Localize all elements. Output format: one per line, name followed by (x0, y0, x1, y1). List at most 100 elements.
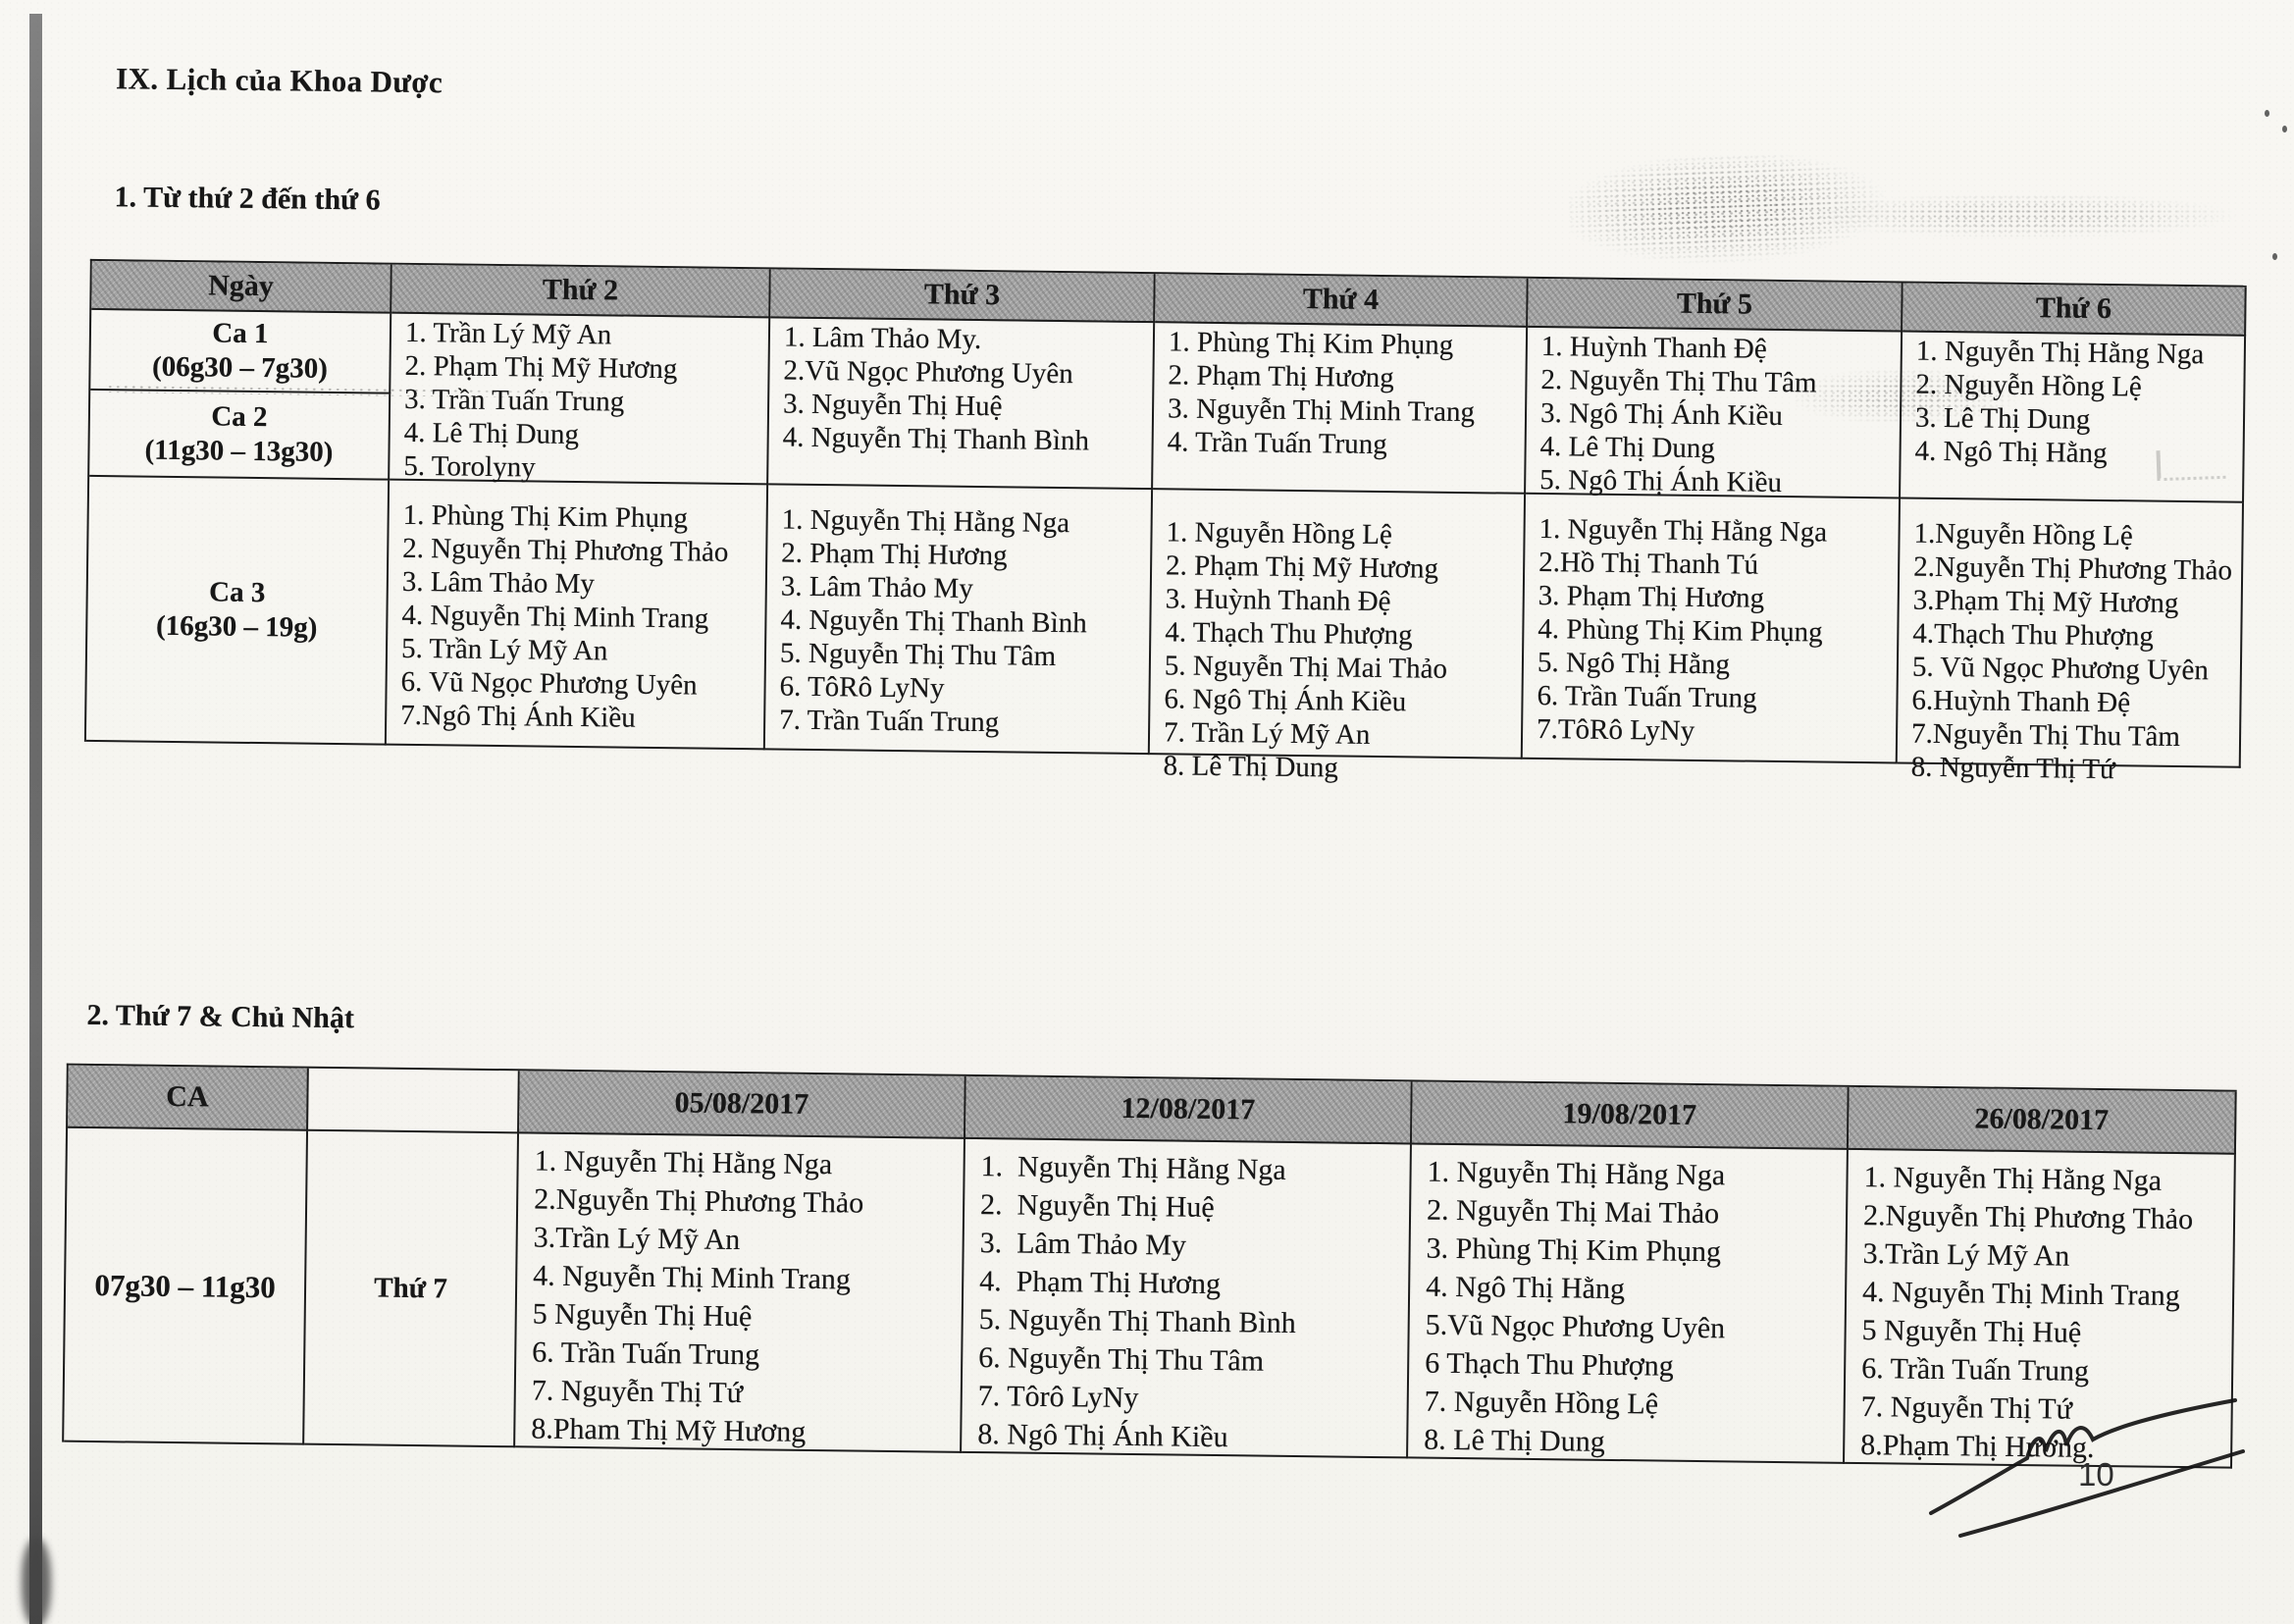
col-header-thu3: Thứ 3 (770, 269, 1156, 324)
person-entry: 5 Nguyễn Thị Huệ (532, 1297, 753, 1334)
person-entry: 7. Trần Lý Mỹ An (1163, 716, 1371, 751)
person-entry: 3. Huỳnh Thanh Đệ (1165, 583, 1391, 618)
duty-list-ca12-thu3: 1. Lâm Thảo My. 2.Vũ Ngọc Phương Uyên 3. N… (768, 318, 1156, 491)
person-entry: 7.Nguyễn Thị Thu Tâm (1910, 717, 2181, 753)
col-header-date-1208: 12/08/2017 (965, 1075, 1413, 1145)
person-entry: 1. Nguyễn Thị Hằng Nga (534, 1144, 833, 1181)
person-entry: 5. Nguyễn Thị Thanh Bình (978, 1303, 1296, 1340)
person-entry: 8.Pham Thị Mỹ Hương (531, 1412, 807, 1448)
ca2-label: Ca 2 (211, 400, 268, 434)
weekday-section-heading: 1. Từ thứ 2 đến thứ 6 (114, 181, 381, 217)
duty-list-ca3-thu6: 1.Nguyễn Hồng Lệ 2.Nguyễn Thị Phương Thảo… (1897, 498, 2244, 785)
col-header-blank (308, 1068, 520, 1134)
scan-artifact-speck (2265, 110, 2269, 117)
duty-list-0508: 1. Nguyễn Thị Hằng Nga 2.Nguyễn Thị Phươn… (515, 1133, 965, 1453)
scan-artifact-edge-strip (29, 14, 42, 1624)
col-header-date-2608: 26/08/2017 (1848, 1086, 2237, 1155)
scan-artifact-smudge (1794, 369, 2024, 426)
scan-artifact-mark (2156, 447, 2226, 482)
ca3-label: Ca 3 (208, 576, 266, 609)
ca3-cell: Ca 3 (16g30 – 19g) (85, 476, 391, 746)
duty-list-1908: 1. Nguyễn Thị Hằng Nga 2. Nguyễn Thị Mai … (1408, 1144, 1849, 1464)
person-entry: 1. Nguyễn Thị Hằng Nga (980, 1150, 1286, 1186)
ca1-cell: Ca 1 (06g30 – 7g30) (90, 309, 392, 394)
ca2-cell: Ca 2 (11g30 – 13g30) (89, 390, 391, 481)
person-entry: 6. Trần Tuấn Trung (1537, 679, 1757, 714)
person-entry: 2.Nguyễn Thị Phương Thảo (1912, 550, 2233, 587)
scan-artifact-edge-blotch (22, 1539, 51, 1624)
person-entry: 2.Nguyễn Thị Phương Thảo (534, 1182, 864, 1220)
person-entry: 7.Ngô Thị Ánh Kiều (400, 699, 636, 734)
person-entry: 2. Phạm Thị Hương (1168, 359, 1395, 394)
person-entry: 4. Ngô Thị Hằng (1425, 1270, 1626, 1306)
scan-artifact-speck (2272, 253, 2277, 260)
person-entry: 3.Phạm Thị Mỹ Hương (1912, 584, 2179, 619)
person-entry: 4. Thạch Thu Phượng (1165, 616, 1413, 652)
person-entry: 3. Lâm Thảo My (401, 565, 596, 601)
person-entry: 6. Ngô Thị Ánh Kiều (1164, 683, 1407, 718)
person-entry: 5. Vũ Ngọc Phương Uyên (1911, 651, 2210, 687)
person-entry: 3. Lâm Thảo My (780, 570, 974, 604)
person-entry: 1. Phùng Thị Kim Phụng (402, 498, 689, 535)
person-entry: 5. Nguyễn Thị Thu Tâm (779, 637, 1057, 672)
person-entry: 1. Nguyễn Thị Hằng Nga (1427, 1155, 1726, 1192)
person-entry: 6. Nguyễn Thị Thu Tâm (978, 1341, 1265, 1378)
person-entry: 8. Lê Thị Dung (1424, 1423, 1605, 1458)
person-entry: 1. Trần Lý Mỹ An (404, 316, 612, 351)
person-entry: 1. Nguyễn Hồng Lệ (1166, 516, 1393, 551)
ca1-label: Ca 1 (212, 317, 269, 350)
col-header-ngay: Ngày (91, 260, 392, 314)
weekend-day-label: Thứ 7 (304, 1130, 520, 1448)
scan-artifact-smudge (1820, 194, 2242, 239)
duty-list-1208: 1. Nguyễn Thị Hằng Nga 2. Nguyễn Thị Huệ 3… (962, 1138, 1412, 1459)
weekday-schedule-table: Ngày Thứ 2 Thứ 3 Thứ 4 Thứ 5 Thứ 6 Ca 1 … (83, 258, 2247, 785)
col-header-thu5: Thứ 5 (1528, 278, 1903, 333)
person-entry: 5. Nguyễn Thị Mai Thảo (1164, 650, 1448, 685)
person-entry: 7. Nguyễn Hồng Lệ (1424, 1385, 1659, 1421)
person-entry: 2. Nguyễn Thị Huệ (979, 1188, 1215, 1224)
person-entry: 8. Ngô Thị Ánh Kiều (977, 1418, 1228, 1454)
person-entry: 4.Thạch Thu Phượng (1912, 617, 2155, 653)
person-entry: 6. Trần Tuấn Trung (532, 1336, 760, 1372)
person-entry: 1. Lâm Thảo My. (783, 321, 982, 356)
signature (1929, 1398, 2245, 1538)
weekend-schedule-table: CA 05/08/2017 12/08/2017 19/08/2017 26/0… (62, 1063, 2237, 1469)
person-entry: 4. Lê Thị Dung (403, 416, 580, 451)
person-entry: 4. Nguyễn Thị Thanh Bình (782, 421, 1090, 457)
ca2-time: (11g30 – 13g30) (144, 434, 334, 468)
person-entry: 3.Trần Lý Mỹ An (533, 1221, 741, 1257)
person-entry: 7. Tôrô LyNy (977, 1380, 1139, 1415)
person-entry: 1.Nguyễn Hồng Lệ (1913, 517, 2133, 552)
person-entry: 4. Nguyễn Thị Minh Trang (401, 599, 709, 635)
person-entry: 1. Nguyễn Thị Hằng Nga (1538, 512, 1828, 549)
person-entry: 2. Nguyễn Thị Mai Thảo (1426, 1193, 1720, 1231)
person-entry: 5 Nguyễn Thị Huệ (1861, 1314, 2082, 1349)
duty-list-ca3-thu3: 1. Nguyễn Thị Hằng Nga 2. Phạm Thị Hương 3… (764, 485, 1154, 756)
person-entry: 6.Huỳnh Thanh Đệ (1911, 684, 2131, 719)
person-entry: 6. TôRô LyNy (779, 670, 945, 705)
col-header-thu4: Thứ 4 (1155, 274, 1529, 328)
person-entry: 6 Thạch Thu Phượng (1425, 1346, 1674, 1383)
person-entry: 4. Phạm Thị Hương (979, 1265, 1222, 1301)
col-header-date-1908: 19/08/2017 (1411, 1081, 1850, 1150)
person-entry: 5. Ngô Thị Hằng (1537, 646, 1731, 681)
person-entry: 5. Trần Lý Mỹ An (400, 632, 608, 667)
duty-list-ca12-thu4: 1. Phùng Thị Kim Phụng 2. Phạm Thị Hương 3… (1153, 323, 1529, 495)
person-entry: 3. Nguyễn Thị Minh Trang (1167, 393, 1476, 429)
person-entry: 1. Nguyễn Thị Hằng Nga (1915, 335, 2205, 371)
person-entry: 6. Trần Tuấn Trung (1860, 1352, 2090, 1388)
duty-list-ca3-thu4: 1. Nguyễn Hồng Lệ 2. Phạm Thị Mỹ Hương 3. … (1149, 490, 1527, 783)
person-entry: 4. Nguyễn Thị Thanh Bình (780, 603, 1087, 640)
person-entry: 2.Hồ Thị Thanh Tú (1538, 546, 1759, 581)
person-entry: 6. Vũ Ngọc Phương Uyên (400, 665, 698, 702)
scan-artifact-speck (2282, 126, 2287, 132)
person-entry: 5.Vũ Ngọc Phương Uyên (1425, 1308, 1726, 1345)
person-entry: 7.TôRô LyNy (1536, 712, 1695, 747)
page-title: IX. Lịch của Khoa Dược (115, 61, 443, 100)
weekend-section-heading: 2. Thứ 7 & Chủ Nhật (86, 998, 355, 1035)
duty-list-ca12-thu2: 1. Trần Lý Mỹ An 2. Phạm Thị Mỹ Hương 3. T… (390, 313, 771, 486)
page-number: 10 (2078, 1456, 2114, 1493)
col-header-thu6: Thứ 6 (1903, 283, 2247, 337)
